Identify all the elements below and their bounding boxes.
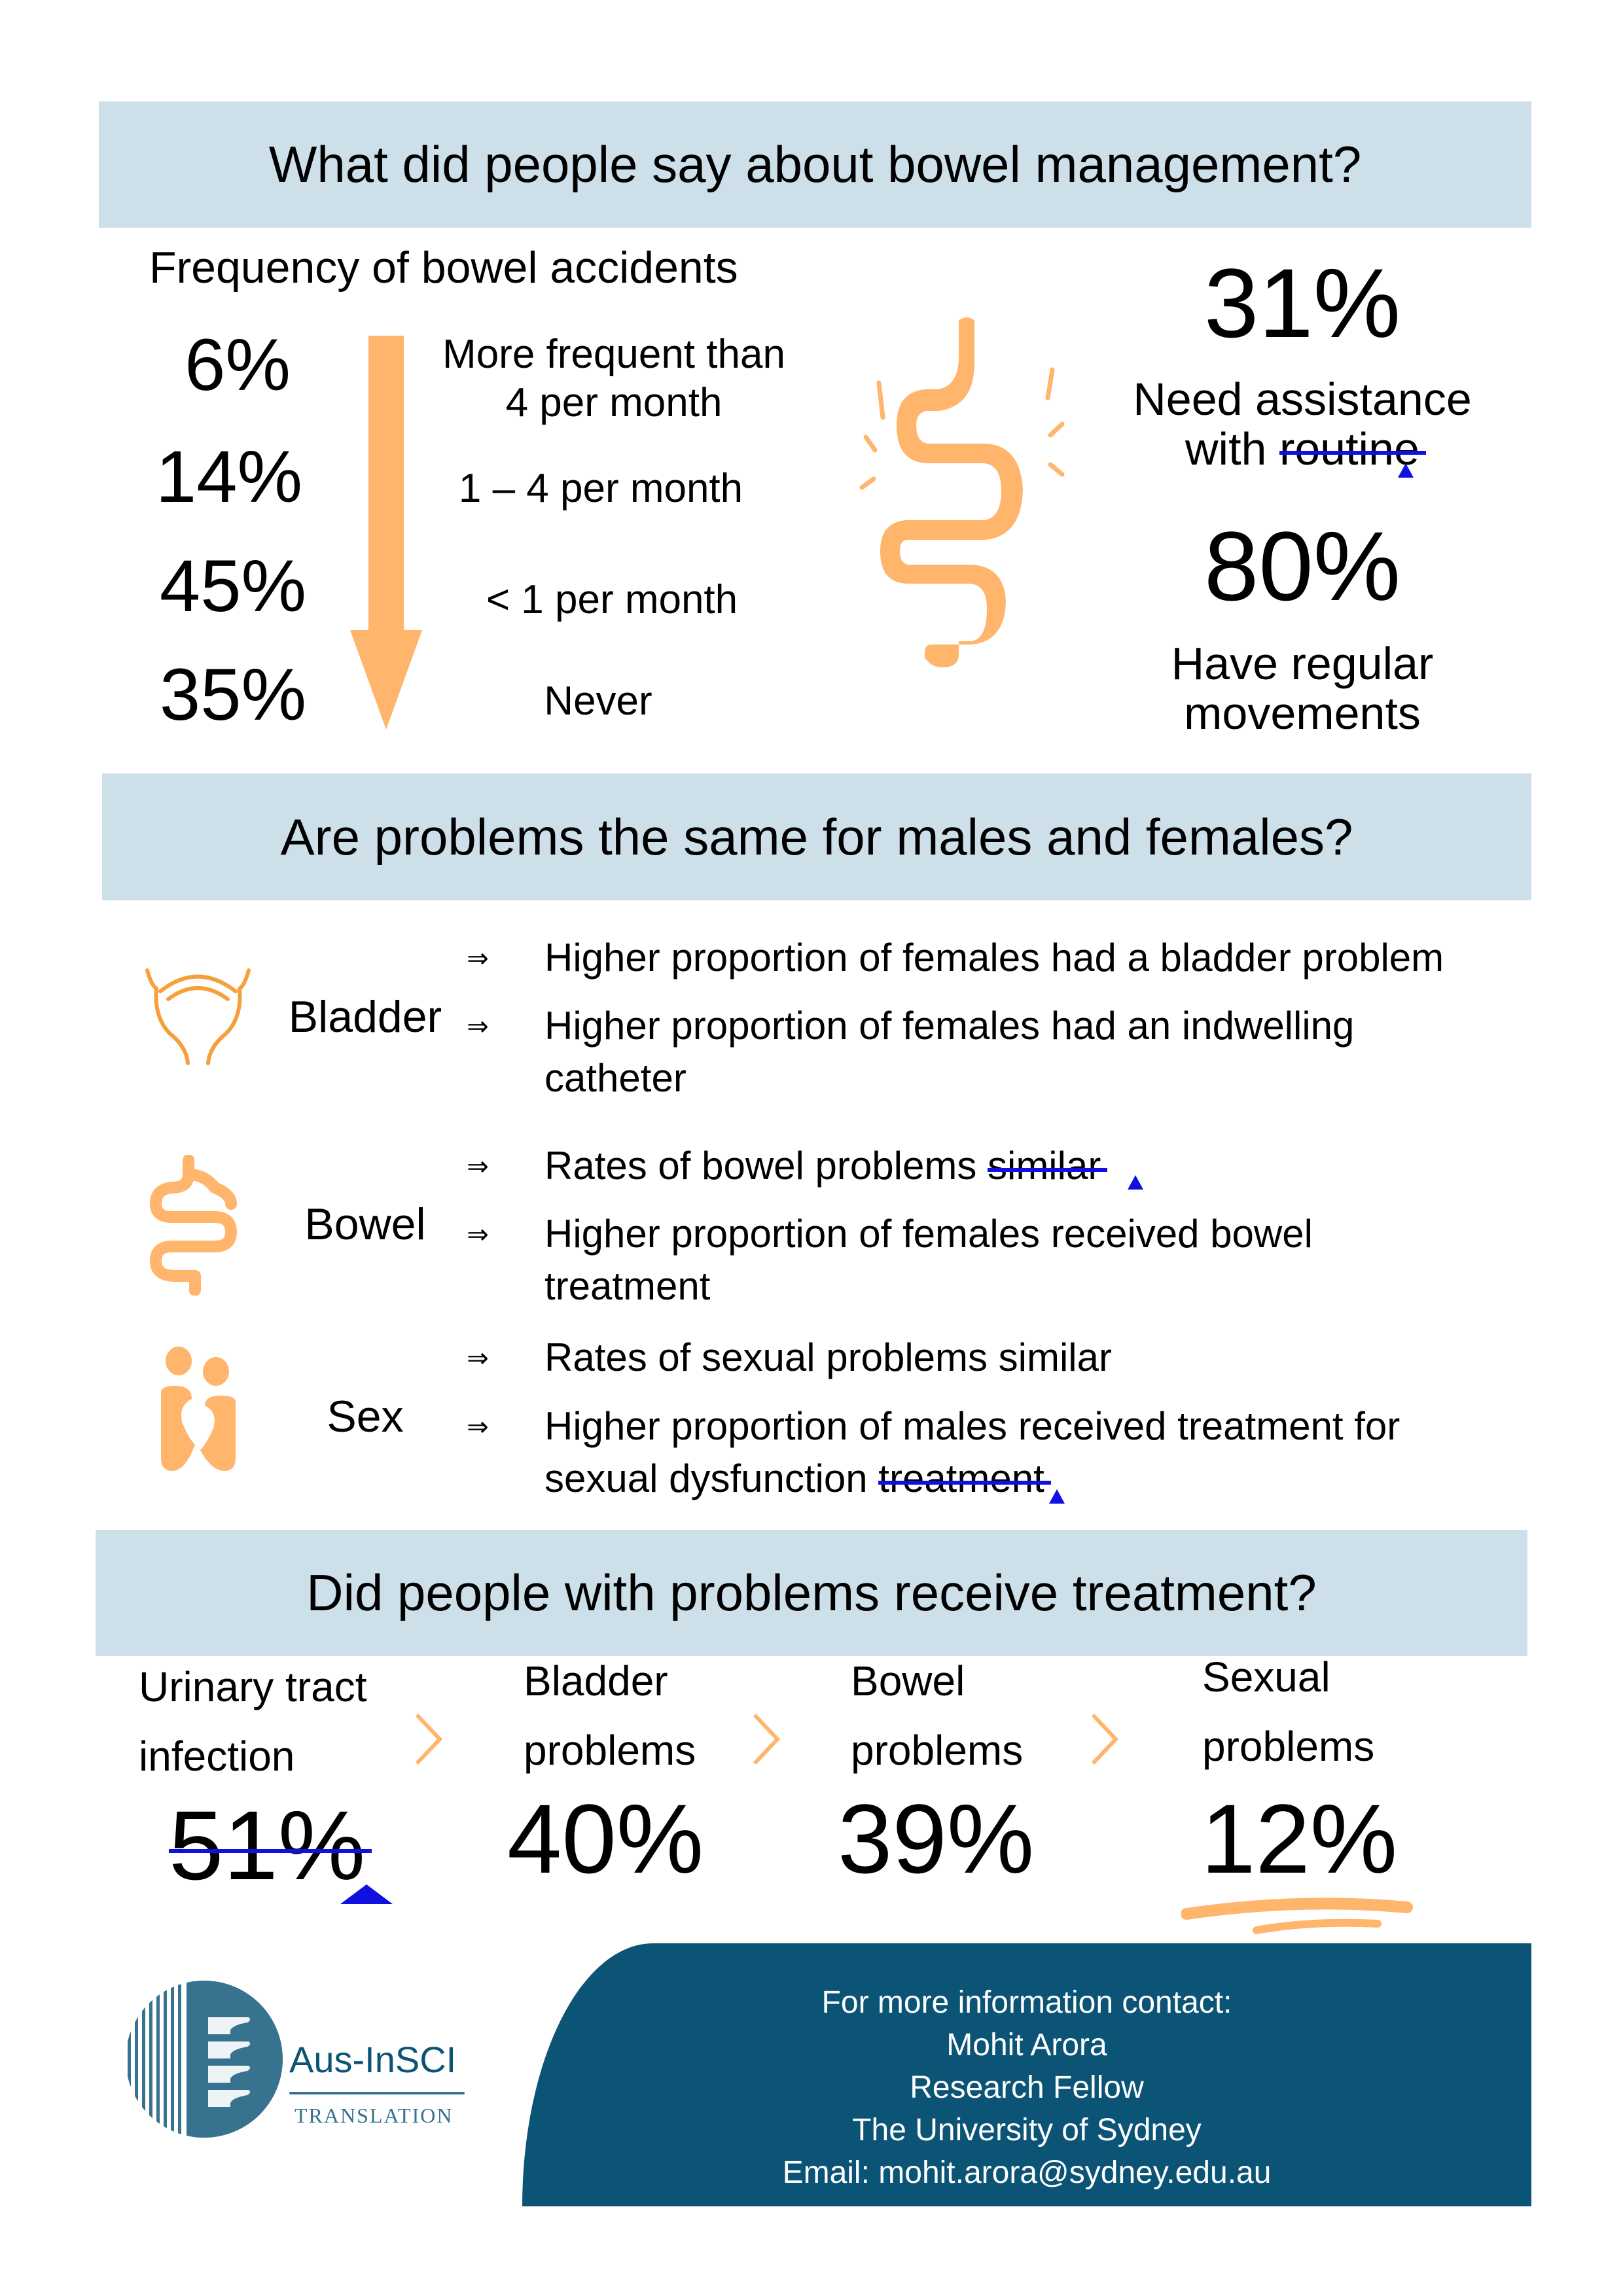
bullet-arrow-icon: ⇒ [467,944,489,973]
logo-subtitle: TRANSLATION [294,2104,454,2127]
treatment-category: Sexual problems [1202,1653,1375,1770]
spine-circle-icon [128,1981,283,2138]
section-header-bowel-management: What did people say about bowel manageme… [99,101,1531,228]
stat-assistance-percent: 31% [1204,248,1401,358]
frequency-percent: 6% [185,324,291,406]
treatment-percent: 39% [838,1784,1035,1894]
down-arrow-icon [350,336,422,730]
bullet-arrow-icon: ⇒ [467,1012,489,1041]
chevron-right-icon [415,1713,443,1765]
frequency-title: Frequency of bowel accidents [149,243,738,292]
insertion-caret [1398,463,1414,478]
section-title: Are problems the same for males and fema… [280,807,1353,866]
stat-regular-percent: 80% [1204,511,1401,621]
treatment-category: Urinary tract infection [139,1663,367,1780]
frequency-percent: 14% [155,436,303,518]
bullet-arrow-icon: ⇒ [467,1413,489,1441]
frequency-label: Never [544,679,652,724]
struck-text: treatment [878,1453,1052,1505]
bullet-text: Higher proportion of females had a bladd… [544,936,1444,980]
treatment-category: Bladder problems [524,1657,696,1774]
section-title: Did people with problems receive treatme… [306,1564,1317,1621]
frequency-label: < 1 per month [486,577,738,622]
bullet-text: Higher proportion of males received trea… [544,1400,1592,1505]
section-header-treatment: Did people with problems receive treatme… [96,1530,1527,1656]
treatment-percent: 40% [507,1784,704,1894]
logo-name: Aus-InSCI [289,2039,457,2080]
bullet-arrow-icon: ⇒ [467,1152,489,1181]
section-title: What did people say about bowel manageme… [268,135,1362,193]
category-label-bowel: Bowel [304,1199,426,1249]
treatment-percent: 51% [169,1790,372,1900]
insertion-caret [340,1884,393,1904]
bullet-text: Rates of sexual problems similar [544,1335,1112,1379]
insertion-caret [1128,1175,1143,1190]
contact-role: Research Fellow [910,2070,1144,2105]
bullet-text: Rates of bowel problems similar [544,1140,1592,1192]
chevron-right-icon [753,1713,781,1765]
struck-text: similar [988,1140,1108,1192]
contact-email[interactable]: Email: mohit.arora@sydney.edu.au [782,2155,1272,2190]
chevron-right-icon [1091,1713,1119,1765]
section-header-males-females: Are problems the same for males and fema… [102,773,1531,900]
contact-box: For more information contact: Mohit Aror… [522,1943,1531,2206]
bladder-icon [145,968,251,1065]
bullet-text: Higher proportion of females had an indw… [544,1004,1355,1100]
struck-text: routine [1279,423,1427,474]
treatment-category: Bowel problems [851,1657,1024,1774]
contact-org: The University of Sydney [852,2113,1202,2147]
bullet-text: Higher proportion of females received bo… [544,1212,1313,1308]
contact-heading: For more information contact: [821,1985,1232,2020]
contact-name: Mohit Arora [946,2028,1107,2062]
stat-regular-label: Have regular movements [1171,638,1434,739]
logo-divider [289,2092,465,2094]
bullet-arrow-icon: ⇒ [467,1220,489,1249]
aus-insci-logo: Aus-InSCI TRANSLATION [124,1979,478,2149]
treatment-percent: 12% [1201,1784,1398,1894]
frequency-percent: 35% [159,654,307,735]
insertion-caret [1049,1489,1065,1504]
frequency-label: 1 – 4 per month [458,466,743,511]
stat-assistance-label: Need assistance with routine [1133,374,1472,474]
category-label-sex: Sex [327,1392,404,1441]
frequency-percent: 45% [159,545,307,627]
highlight-underline [1181,1898,1413,1934]
bullet-arrow-icon: ⇒ [467,1344,489,1373]
frequency-label: More frequent than 4 per month [442,332,785,425]
couple-heart-icon [161,1347,236,1471]
struck-text: 51% [169,1790,372,1900]
bowel-icon [150,1155,237,1296]
category-label-bladder: Bladder [288,992,442,1042]
intestine-icon [859,317,1065,667]
